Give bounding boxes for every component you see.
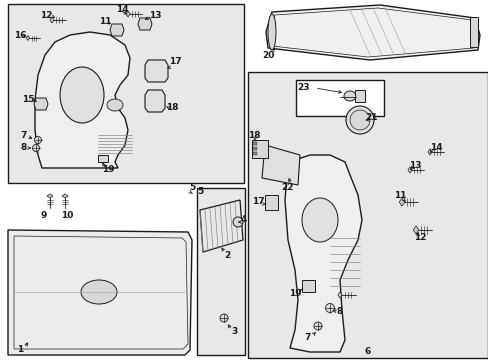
Ellipse shape bbox=[346, 106, 373, 134]
Bar bbox=[354, 90, 364, 102]
Text: 19: 19 bbox=[288, 288, 301, 297]
Bar bbox=[295, 80, 383, 116]
Text: 6: 6 bbox=[364, 347, 370, 356]
Bar bbox=[251, 140, 267, 158]
Ellipse shape bbox=[302, 198, 337, 242]
Polygon shape bbox=[14, 236, 187, 349]
Polygon shape bbox=[265, 5, 479, 60]
Text: 16: 16 bbox=[14, 31, 26, 40]
Ellipse shape bbox=[232, 217, 243, 227]
Ellipse shape bbox=[267, 14, 275, 50]
Text: 22: 22 bbox=[281, 184, 294, 193]
Ellipse shape bbox=[60, 67, 104, 123]
Text: 10: 10 bbox=[61, 211, 73, 220]
Text: 19: 19 bbox=[102, 166, 114, 175]
Text: 13: 13 bbox=[408, 161, 420, 170]
Polygon shape bbox=[269, 8, 475, 57]
Circle shape bbox=[32, 144, 40, 152]
Text: 12: 12 bbox=[40, 12, 52, 21]
Text: 11: 11 bbox=[393, 192, 406, 201]
Bar bbox=[252, 152, 257, 155]
Polygon shape bbox=[125, 11, 130, 17]
Circle shape bbox=[325, 303, 334, 312]
Circle shape bbox=[313, 322, 321, 330]
Text: 11: 11 bbox=[99, 18, 111, 27]
Polygon shape bbox=[412, 226, 418, 234]
Text: 3: 3 bbox=[231, 328, 238, 337]
Text: 2: 2 bbox=[224, 251, 230, 260]
Polygon shape bbox=[262, 145, 299, 185]
Polygon shape bbox=[8, 230, 192, 355]
Text: 18: 18 bbox=[165, 104, 178, 112]
Bar bbox=[197, 188, 244, 355]
Polygon shape bbox=[138, 18, 152, 30]
Text: 8: 8 bbox=[336, 307, 343, 316]
Text: 5: 5 bbox=[197, 188, 203, 197]
Text: 21: 21 bbox=[365, 113, 378, 122]
Bar bbox=[469, 17, 477, 47]
Text: 4: 4 bbox=[240, 216, 246, 225]
Polygon shape bbox=[26, 36, 30, 40]
Bar bbox=[247, 72, 487, 358]
Bar bbox=[252, 142, 257, 145]
Text: 8: 8 bbox=[21, 144, 27, 153]
Circle shape bbox=[35, 136, 41, 144]
Text: 17: 17 bbox=[251, 198, 264, 207]
Polygon shape bbox=[407, 167, 411, 173]
Polygon shape bbox=[98, 155, 108, 162]
Polygon shape bbox=[200, 200, 243, 252]
Ellipse shape bbox=[81, 280, 117, 304]
Circle shape bbox=[220, 314, 227, 322]
Polygon shape bbox=[110, 24, 124, 36]
Bar bbox=[8, 4, 244, 183]
Polygon shape bbox=[302, 280, 314, 292]
Bar bbox=[252, 147, 257, 150]
Polygon shape bbox=[285, 155, 361, 352]
Polygon shape bbox=[34, 98, 48, 110]
Text: 12: 12 bbox=[413, 234, 426, 243]
Polygon shape bbox=[35, 32, 130, 168]
Text: 14: 14 bbox=[116, 5, 128, 14]
Text: 7: 7 bbox=[304, 333, 310, 342]
Text: 7: 7 bbox=[21, 130, 27, 139]
Polygon shape bbox=[264, 195, 278, 210]
Text: 20: 20 bbox=[261, 50, 274, 59]
Text: 14: 14 bbox=[429, 143, 442, 152]
Polygon shape bbox=[145, 60, 168, 82]
Text: 17: 17 bbox=[168, 58, 181, 67]
Text: 13: 13 bbox=[148, 12, 161, 21]
Text: 15: 15 bbox=[21, 95, 34, 104]
Text: 23: 23 bbox=[297, 84, 309, 93]
Polygon shape bbox=[398, 198, 404, 206]
Polygon shape bbox=[47, 194, 53, 198]
Ellipse shape bbox=[107, 99, 123, 111]
Text: 18: 18 bbox=[247, 130, 260, 139]
Text: 1: 1 bbox=[17, 346, 23, 355]
Polygon shape bbox=[62, 194, 68, 198]
Text: 9: 9 bbox=[41, 211, 47, 220]
Polygon shape bbox=[50, 17, 54, 23]
Polygon shape bbox=[337, 292, 342, 298]
Text: 5: 5 bbox=[188, 184, 195, 193]
Ellipse shape bbox=[343, 91, 355, 101]
Polygon shape bbox=[427, 149, 431, 155]
Ellipse shape bbox=[349, 110, 369, 130]
Polygon shape bbox=[145, 90, 164, 112]
